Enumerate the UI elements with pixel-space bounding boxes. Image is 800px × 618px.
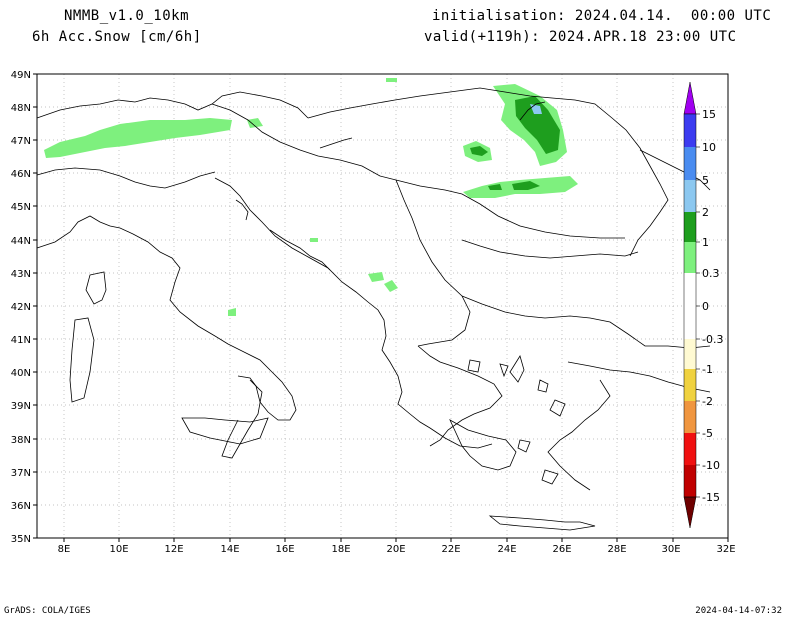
lat-label: 36N — [11, 501, 31, 512]
colorbar-swatch — [684, 212, 696, 242]
colorbar-swatch — [684, 114, 696, 147]
colorbar-label: -0.3 — [702, 333, 723, 346]
lat-label: 35N — [11, 534, 31, 545]
lon-label: 16E — [275, 544, 294, 555]
colorbar-label: 2 — [702, 206, 709, 219]
lat-label: 47N — [11, 136, 31, 147]
valid-time: valid(+119h): 2024.APR.18 23:00 UTC — [424, 29, 737, 45]
lat-label: 43N — [11, 269, 31, 280]
lon-label: 32E — [716, 544, 735, 555]
lat-label: 48N — [11, 103, 31, 114]
lon-labels: 8E 10E 12E 14E 16E 18E 20E 22E 24E 26E 2… — [58, 544, 736, 555]
lat-label: 40N — [11, 368, 31, 379]
colorbar-swatch — [684, 180, 696, 212]
lon-label: 26E — [552, 544, 571, 555]
lon-label: 14E — [220, 544, 239, 555]
variable-title: 6h Acc.Snow [cm/6h] — [32, 29, 202, 45]
init-time: initialisation: 2024.04.14. 00:00 UTC — [432, 8, 772, 24]
lon-label: 10E — [109, 544, 128, 555]
lon-label: 12E — [164, 544, 183, 555]
colorbar-swatch — [684, 401, 696, 433]
grads-credit: GrADS: COLA/IGES — [4, 606, 91, 616]
lon-label: 28E — [607, 544, 626, 555]
colorbar-swatch — [684, 147, 696, 180]
render-timestamp: 2024-04-14-07:32 — [695, 606, 782, 616]
colorbar-swatch — [684, 433, 696, 465]
colorbar-swatch — [684, 465, 696, 497]
coastlines — [36, 87, 711, 531]
colorbar-label: -15 — [702, 491, 720, 504]
lon-label: 24E — [497, 544, 516, 555]
colorbar-bottom-triangle — [683, 496, 697, 529]
colorbar-label: -5 — [702, 427, 713, 440]
map-frame — [36, 73, 729, 539]
colorbar-label: 10 — [702, 141, 716, 154]
lon-label: 8E — [58, 544, 71, 555]
lat-label: 45N — [11, 202, 31, 213]
colorbar: 15 10 5 2 1 0.3 0 -0.3 -1 -2 -5 -10 -15 — [683, 81, 723, 529]
colorbar-top-triangle — [683, 81, 697, 115]
lat-label: 44N — [11, 236, 31, 247]
lat-label: 49N — [11, 70, 31, 81]
colorbar-swatch — [684, 339, 696, 369]
colorbar-label: 0.3 — [702, 267, 720, 280]
lat-label: 46N — [11, 169, 31, 180]
colorbar-label: 15 — [702, 108, 716, 121]
colorbar-label: 0 — [702, 300, 709, 313]
lon-label: 18E — [331, 544, 350, 555]
colorbar-swatch — [684, 273, 696, 339]
colorbar-label: -1 — [702, 363, 713, 376]
axis-ticks — [33, 73, 729, 542]
lat-label: 41N — [11, 335, 31, 346]
model-title: NMMB_v1.0_10km — [64, 8, 190, 24]
colorbar-label: 5 — [702, 174, 709, 187]
lat-label: 37N — [11, 468, 31, 479]
lon-label: 30E — [661, 544, 680, 555]
lon-label: 20E — [386, 544, 405, 555]
lat-label: 38N — [11, 435, 31, 446]
lat-label: 39N — [11, 401, 31, 412]
snow-field — [44, 78, 578, 316]
colorbar-label: -10 — [702, 459, 720, 472]
colorbar-swatch — [684, 369, 696, 401]
colorbar-label: -2 — [702, 395, 713, 408]
graticule — [37, 74, 728, 538]
colorbar-swatch — [684, 242, 696, 273]
lat-labels: 49N 48N 47N 46N 45N 44N 43N 42N 41N 40N … — [11, 70, 31, 545]
colorbar-label: 1 — [702, 236, 709, 249]
lon-label: 22E — [441, 544, 460, 555]
lat-label: 42N — [11, 302, 31, 313]
